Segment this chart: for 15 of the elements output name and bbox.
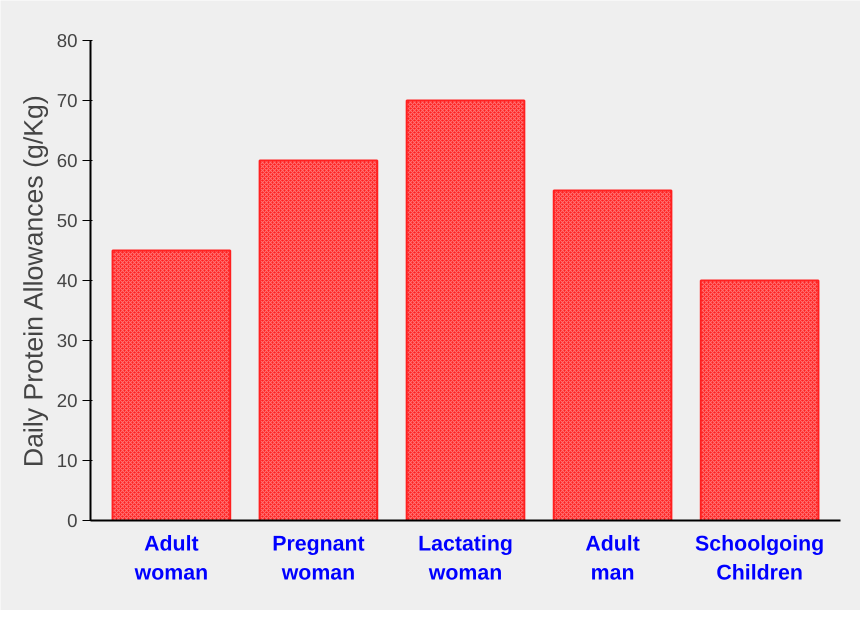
y-tick-label: 70 bbox=[56, 90, 78, 111]
y-tick-label: 10 bbox=[56, 450, 78, 471]
y-tick-label: 30 bbox=[56, 330, 78, 351]
y-tick-label: 20 bbox=[56, 390, 78, 411]
y-axis-title: Daily Protein Allowances (g/Kg) bbox=[18, 95, 49, 468]
y-tick-label: 60 bbox=[56, 150, 78, 171]
y-tick-label: 0 bbox=[67, 510, 78, 531]
x-tick-label: Adult man bbox=[585, 532, 640, 584]
y-tick-label: 80 bbox=[56, 30, 78, 51]
x-tick-label: Pregnant woman bbox=[272, 532, 365, 584]
x-tick-label: Adult woman bbox=[134, 532, 208, 584]
x-tick-label: Lactating woman bbox=[418, 532, 513, 584]
x-tick-label: Schoolgoing Children bbox=[695, 532, 824, 584]
y-tick-label: 50 bbox=[56, 210, 78, 231]
y-tick-label: 40 bbox=[56, 270, 78, 291]
